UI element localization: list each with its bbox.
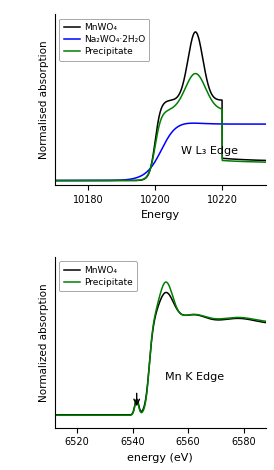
Legend: MnWO₄, Na₂WO₄·2H₂O, Precipitate: MnWO₄, Na₂WO₄·2H₂O, Precipitate xyxy=(59,19,149,61)
MnWO₄ xyxy=(218,317,221,323)
Legend: MnWO₄, Precipitate: MnWO₄, Precipitate xyxy=(59,261,137,291)
Precipitate xyxy=(146,381,149,387)
Na₂WO₄·2H₂O xyxy=(218,121,221,127)
Na₂WO₄·2H₂O xyxy=(198,120,202,126)
X-axis label: Energy: Energy xyxy=(141,210,180,220)
MnWO₄ xyxy=(146,379,149,385)
Y-axis label: Normalised absorption: Normalised absorption xyxy=(39,40,49,159)
Na₂WO₄·2H₂O xyxy=(222,121,225,127)
MnWO₄ xyxy=(138,407,142,413)
Precipitate xyxy=(222,158,225,164)
Line: MnWO₄: MnWO₄ xyxy=(55,32,266,180)
Na₂WO₄·2H₂O xyxy=(146,168,149,174)
MnWO₄ xyxy=(75,178,78,183)
MnWO₄ xyxy=(138,177,142,183)
Text: Mn K Edge: Mn K Edge xyxy=(164,372,224,382)
Text: W L₃ Edge: W L₃ Edge xyxy=(181,146,238,156)
Line: Precipitate: Precipitate xyxy=(55,73,266,180)
MnWO₄ xyxy=(53,178,56,183)
MnWO₄ xyxy=(264,157,267,163)
Precipitate xyxy=(264,318,267,324)
Precipitate xyxy=(75,178,78,183)
Precipitate xyxy=(222,316,225,321)
MnWO₄ xyxy=(198,40,202,46)
Precipitate xyxy=(198,74,202,80)
MnWO₄ xyxy=(218,97,221,103)
X-axis label: energy (eV): energy (eV) xyxy=(127,453,193,463)
Na₂WO₄·2H₂O xyxy=(264,121,267,127)
MnWO₄ xyxy=(198,313,202,318)
Y-axis label: Normalized absorption: Normalized absorption xyxy=(39,283,49,401)
MnWO₄ xyxy=(75,412,78,418)
MnWO₄ xyxy=(146,172,149,178)
Precipitate xyxy=(146,172,149,178)
Line: MnWO₄: MnWO₄ xyxy=(55,292,266,415)
Na₂WO₄·2H₂O xyxy=(75,178,78,183)
Precipitate xyxy=(53,413,56,418)
MnWO₄ xyxy=(264,320,267,325)
MnWO₄ xyxy=(222,156,225,161)
Precipitate xyxy=(53,178,56,183)
Na₂WO₄·2H₂O xyxy=(192,120,195,126)
Precipitate xyxy=(198,312,202,318)
Na₂WO₄·2H₂O xyxy=(138,173,142,179)
Precipitate xyxy=(75,413,78,418)
Precipitate xyxy=(164,279,168,285)
Precipitate xyxy=(264,159,267,165)
MnWO₄ xyxy=(222,317,225,322)
MnWO₄ xyxy=(53,412,56,418)
MnWO₄ xyxy=(164,290,168,295)
Precipitate xyxy=(218,105,221,111)
Precipitate xyxy=(194,70,197,76)
Precipitate xyxy=(218,316,221,321)
Na₂WO₄·2H₂O xyxy=(53,178,56,183)
MnWO₄ xyxy=(194,29,197,35)
Line: Precipitate: Precipitate xyxy=(55,282,266,415)
Line: Na₂WO₄·2H₂O: Na₂WO₄·2H₂O xyxy=(55,123,266,180)
Precipitate xyxy=(138,408,142,414)
Precipitate xyxy=(138,177,142,183)
